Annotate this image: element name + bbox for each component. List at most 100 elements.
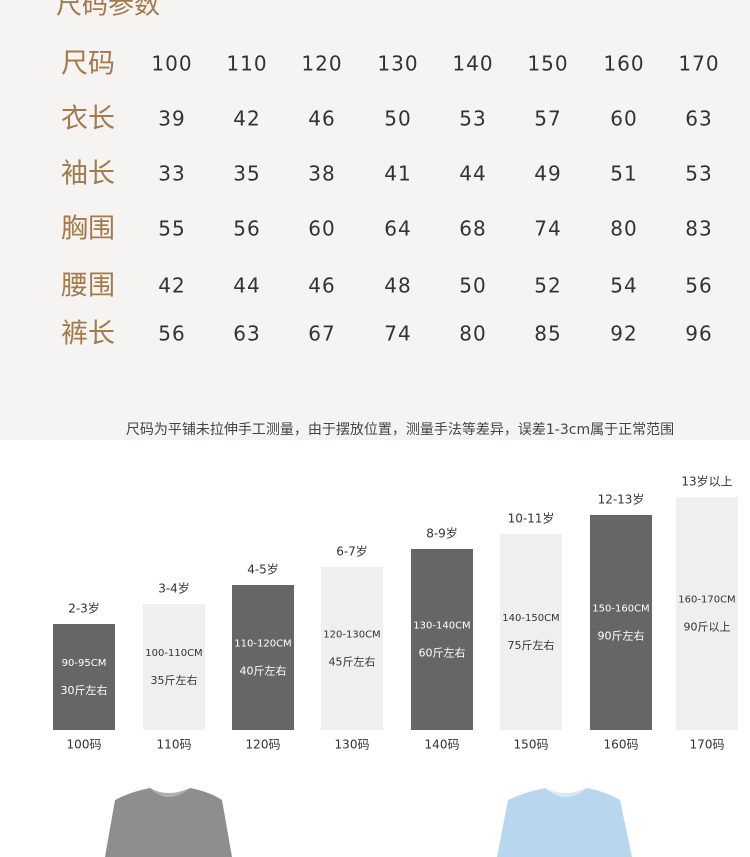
cell: 67	[308, 322, 335, 346]
cell: 56	[233, 217, 260, 241]
weight: 60斤左右	[419, 646, 466, 660]
cell: 44	[459, 162, 486, 186]
size-label: 120码	[246, 738, 281, 752]
age-label: 3-4岁	[158, 581, 190, 596]
size-column	[143, 604, 205, 730]
cell: 51	[610, 162, 637, 186]
size-label: 160码	[604, 738, 639, 752]
cell: 60	[610, 107, 637, 131]
size-column	[53, 624, 115, 730]
height-range: 150-160CM	[592, 604, 649, 615]
cell: 38	[308, 162, 335, 186]
cell: 64	[384, 217, 411, 241]
cell: 68	[459, 217, 486, 241]
row-label: 衣长	[61, 104, 115, 135]
cell: 42	[158, 274, 185, 298]
cell: 110	[226, 52, 267, 76]
cell: 170	[678, 52, 719, 76]
row-label: 尺码	[61, 49, 115, 80]
cell: 130	[377, 52, 418, 76]
cell: 56	[685, 274, 712, 298]
cell: 35	[233, 162, 260, 186]
size-label: 100码	[67, 738, 102, 752]
size-label: 140码	[425, 738, 460, 752]
weight: 90斤以上	[684, 621, 731, 634]
age-label: 12-13岁	[598, 492, 645, 507]
age-label: 13岁以上	[681, 474, 732, 489]
cell: 49	[534, 162, 561, 186]
cell: 92	[610, 322, 637, 346]
height-range: 140-150CM	[502, 613, 559, 624]
cell: 140	[452, 52, 493, 76]
cell: 39	[158, 107, 185, 131]
size-column	[321, 567, 383, 730]
size-label: 170码	[690, 738, 725, 752]
weight: 35斤左右	[151, 673, 198, 687]
height-range: 120-130CM	[323, 630, 380, 641]
cell: 83	[685, 217, 712, 241]
cell: 46	[308, 107, 335, 131]
height-range: 160-170CM	[678, 595, 735, 606]
size-column	[676, 497, 738, 730]
cell: 42	[233, 107, 260, 131]
note: 尺码为平铺未拉伸手工测量，由于摆放位置，测量手法等差异，误差1-3cm属于正常范…	[126, 421, 674, 438]
cell: 50	[459, 274, 486, 298]
cell: 48	[384, 274, 411, 298]
cell: 63	[685, 107, 712, 131]
cell: 74	[534, 217, 561, 241]
cell: 63	[233, 322, 260, 346]
cell: 150	[527, 52, 568, 76]
height-range: 90-95CM	[62, 658, 107, 669]
cell: 56	[158, 322, 185, 346]
cell: 100	[151, 52, 192, 76]
age-label: 10-11岁	[508, 511, 555, 526]
size-column	[411, 549, 473, 730]
age-label: 4-5岁	[247, 562, 279, 577]
size-column	[590, 515, 652, 730]
cell: 46	[308, 274, 335, 298]
cell: 53	[459, 107, 486, 131]
cell: 57	[534, 107, 561, 131]
cell: 55	[158, 217, 185, 241]
cell: 74	[384, 322, 411, 346]
cell: 33	[158, 162, 185, 186]
weight: 75斤左右	[508, 638, 555, 652]
cell: 120	[301, 52, 342, 76]
age-label: 8-9岁	[426, 526, 458, 541]
weight: 30斤左右	[61, 683, 108, 697]
age-label: 6-7岁	[336, 544, 368, 559]
weight: 40斤左右	[240, 664, 287, 678]
cell: 85	[534, 322, 561, 346]
weight: 90斤左右	[598, 629, 645, 643]
cell: 50	[384, 107, 411, 131]
cell: 80	[459, 322, 486, 346]
weight: 45斤左右	[329, 655, 376, 669]
shirt-gray	[105, 788, 232, 857]
cell: 80	[610, 217, 637, 241]
shirt-blue	[497, 788, 632, 857]
height-range: 130-140CM	[413, 621, 470, 632]
size-column	[232, 585, 294, 730]
row-label: 袖长	[61, 159, 115, 190]
title: 尺码参数	[56, 0, 160, 21]
cell: 52	[534, 274, 561, 298]
cell: 41	[384, 162, 411, 186]
cell: 53	[685, 162, 712, 186]
row-label: 胸围	[61, 214, 115, 245]
cell: 44	[233, 274, 260, 298]
row-label: 腰围	[61, 271, 115, 302]
cell: 96	[685, 322, 712, 346]
cell: 60	[308, 217, 335, 241]
age-label: 2-3岁	[68, 601, 100, 616]
size-label: 130码	[335, 738, 370, 752]
size-label: 150码	[514, 738, 549, 752]
cell: 54	[610, 274, 637, 298]
table-panel	[0, 0, 750, 440]
cell: 160	[603, 52, 644, 76]
size-label: 110码	[157, 738, 192, 752]
height-range: 110-120CM	[234, 639, 291, 650]
height-range: 100-110CM	[145, 648, 202, 659]
row-label: 裤长	[61, 319, 115, 350]
size-column	[500, 534, 562, 730]
